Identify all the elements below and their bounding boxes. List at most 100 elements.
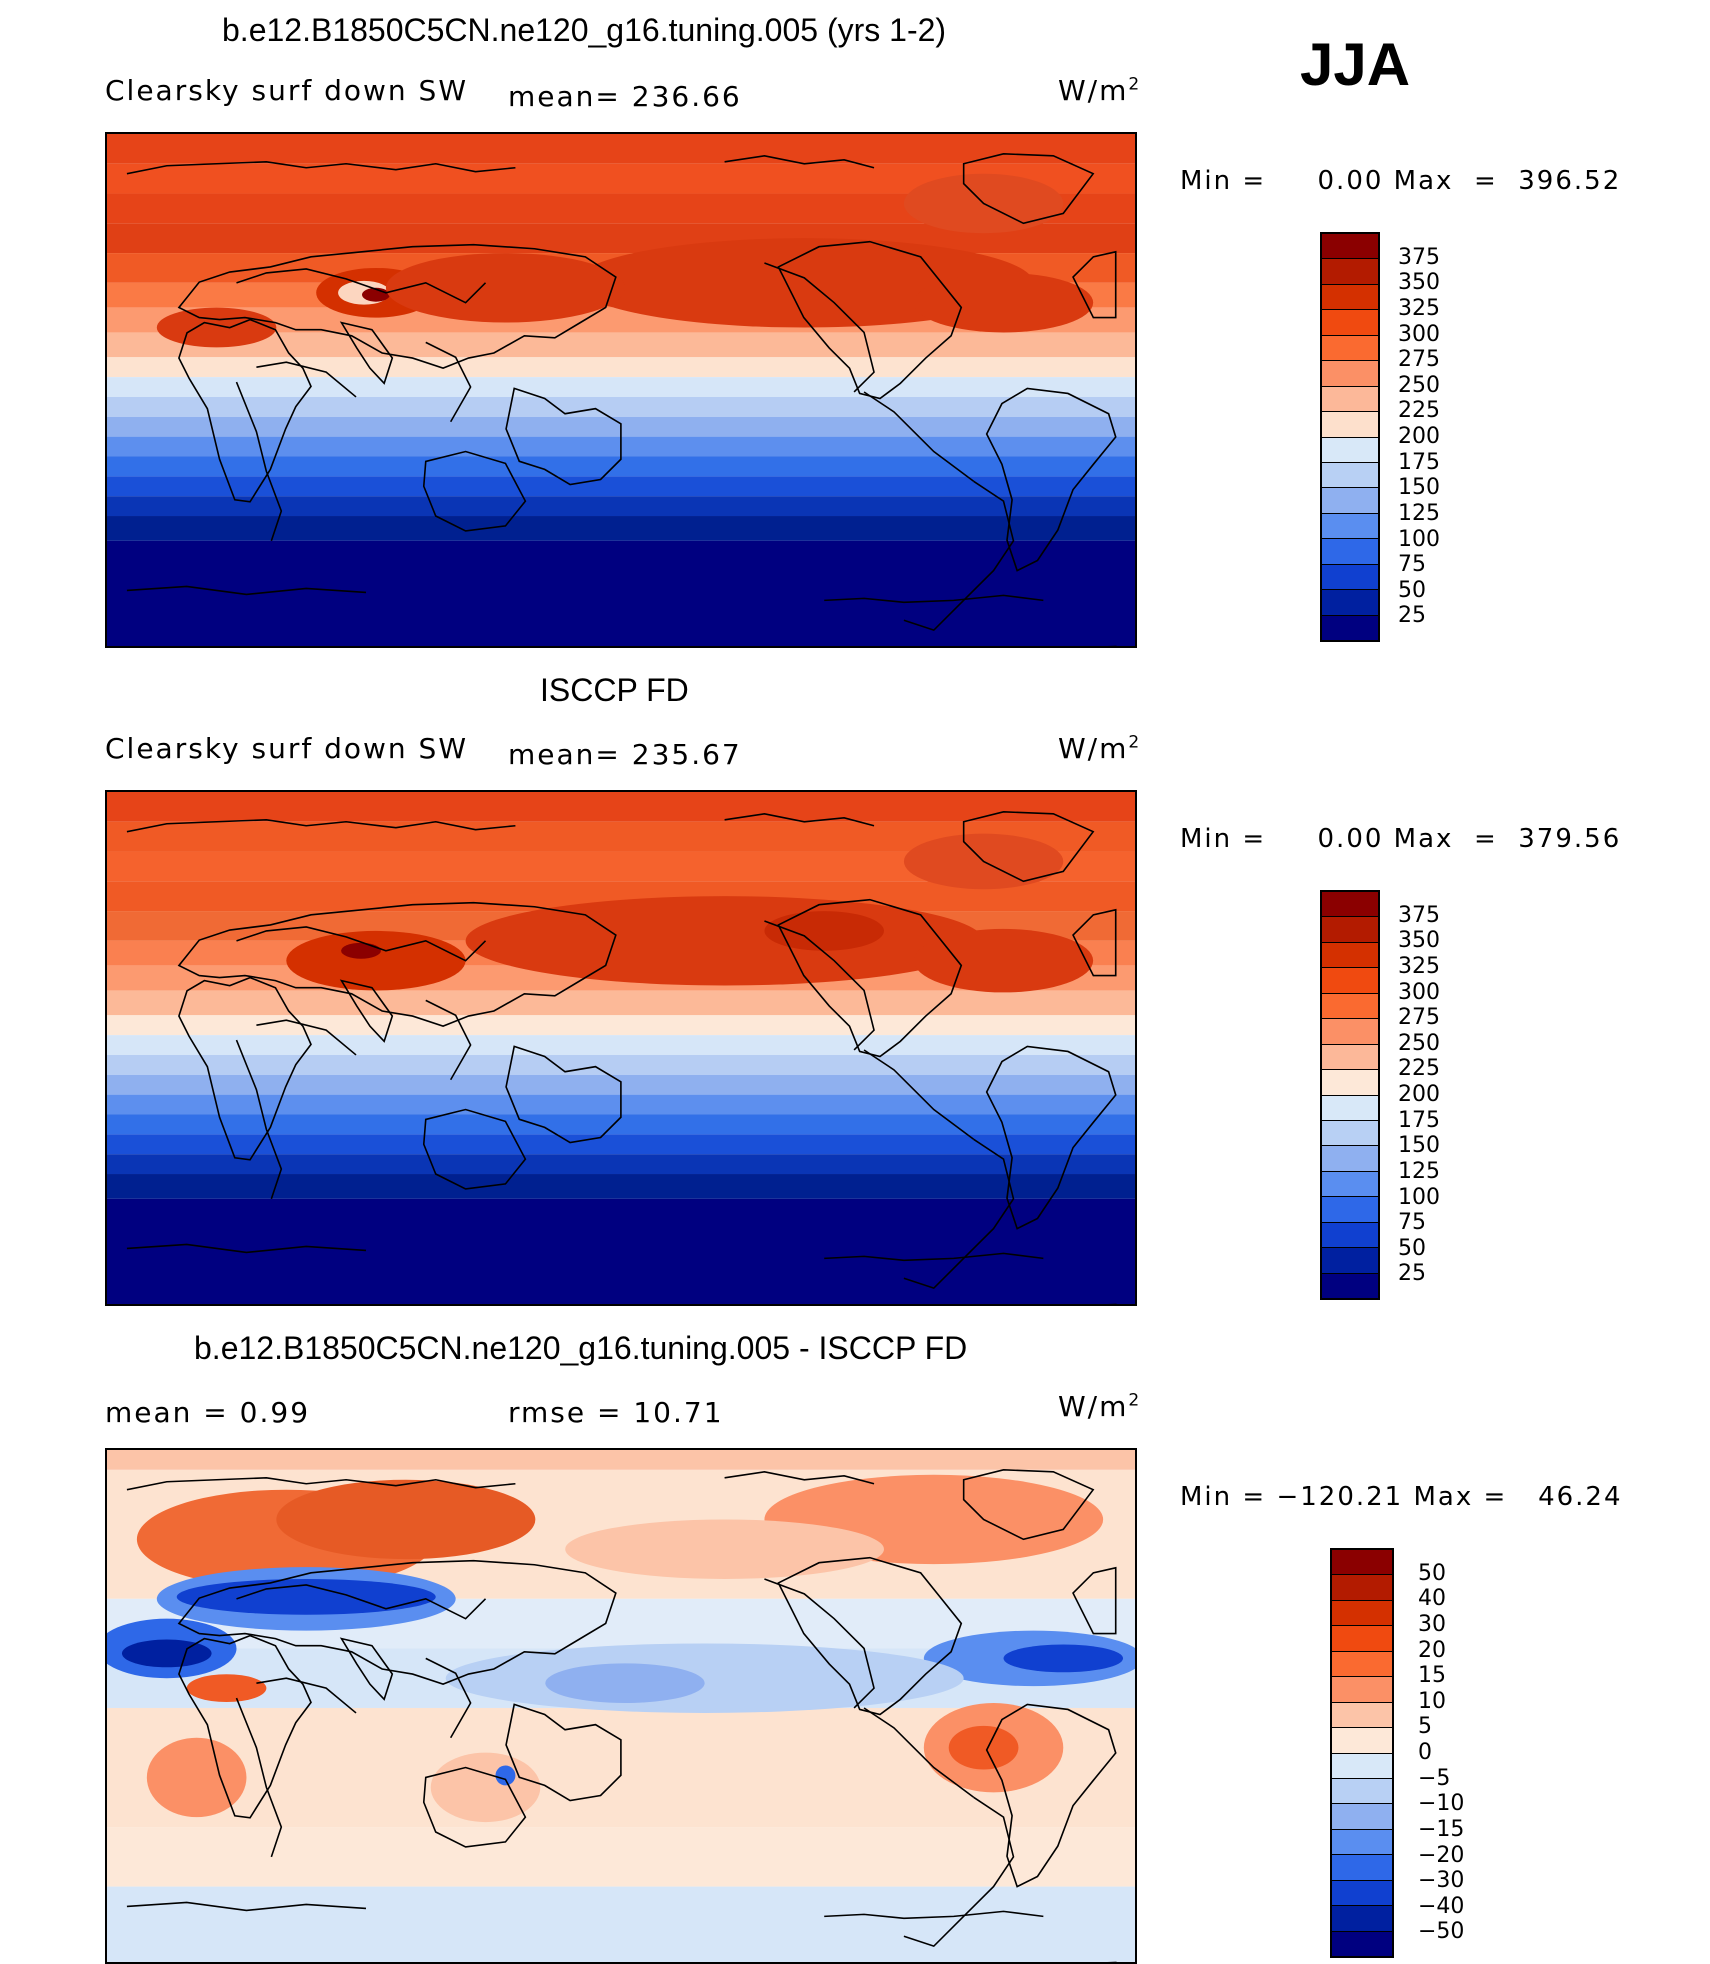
- colorbar-swatch: [1332, 1728, 1392, 1754]
- colorbar-swatch: [1332, 1550, 1392, 1576]
- colorbar-swatch: [1322, 361, 1378, 387]
- colorbar-tick-label: 225: [1398, 1056, 1440, 1082]
- coastline: [126, 818, 516, 833]
- field-region: [948, 1725, 1019, 1770]
- coastline-details: [126, 153, 1095, 632]
- coastlines: [177, 240, 1117, 646]
- field-band: [107, 496, 1135, 517]
- coastlines: [177, 898, 1117, 1304]
- colorbar-tick-label: 300: [1398, 979, 1440, 1005]
- coastline: [126, 160, 516, 175]
- panel-1-colorbar-labels: 375 350 325 300 275 250 225 200 175 150 125 100 75 50…: [1398, 232, 1478, 642]
- continent-outline: [1072, 1566, 1117, 1635]
- colorbar-tick-label: 50: [1398, 577, 1426, 603]
- field-region: [121, 1639, 212, 1668]
- field-band: [107, 990, 1135, 1016]
- colorbar-swatch: [1322, 1273, 1378, 1298]
- colorbar-swatch: [1322, 1197, 1378, 1223]
- field-region: [286, 930, 466, 991]
- panel-2-mean-label: mean= 235.67: [508, 738, 742, 771]
- colorbar-swatch: [1322, 310, 1378, 336]
- coastline: [724, 155, 875, 169]
- colorbar-swatch: [1322, 1248, 1378, 1274]
- coastline-details: [126, 811, 1095, 1290]
- panel-2-units: W/m2: [1058, 732, 1140, 765]
- colorbar-swatch: [1322, 539, 1378, 565]
- coastline: [764, 920, 875, 1051]
- coastline: [425, 1657, 472, 1739]
- coastline: [863, 391, 975, 482]
- panel-3-map: [105, 1448, 1137, 1964]
- panel-1-mean-label: mean= 236.66: [508, 80, 742, 113]
- colorbar-tick-label: 25: [1398, 1261, 1426, 1287]
- panel-3-units: W/m2: [1058, 1390, 1140, 1423]
- continent-outline: [505, 1045, 622, 1144]
- colorbar-tick-label: 75: [1398, 552, 1426, 578]
- continent-outline: [985, 1703, 1117, 1888]
- panel-1-minmax: Min = 0.00 Max = 396.52: [1180, 166, 1622, 196]
- colorbar-tick-label: −20: [1418, 1842, 1465, 1868]
- colorbar-tick-label: 10: [1418, 1688, 1446, 1714]
- panel-2-variable-label: Clearsky surf down SW: [105, 732, 469, 765]
- colorbar-swatch: [1332, 1575, 1392, 1601]
- colorbar-swatch: [1322, 1171, 1378, 1198]
- colorbar-tick-label: −50: [1418, 1919, 1465, 1945]
- colorbar-swatch: [1332, 1677, 1392, 1703]
- colorbar-swatch: [1322, 968, 1378, 994]
- panel-2-map: [105, 790, 1137, 1306]
- colorbar-tick-label: 350: [1398, 928, 1440, 954]
- colorbar-swatch: [1322, 437, 1378, 463]
- continent-outline: [177, 1559, 617, 1686]
- colorbar-tick-label: 200: [1398, 424, 1440, 449]
- field-band: [107, 792, 1135, 822]
- colorbar-tick-label: 30: [1418, 1611, 1446, 1637]
- colorbar-tick-label: 40: [1418, 1586, 1446, 1612]
- coastline: [724, 1471, 875, 1485]
- coastline: [126, 585, 367, 596]
- field-region: [465, 896, 984, 986]
- coastline: [724, 813, 875, 827]
- field-region: [565, 1519, 884, 1579]
- colorbar-tick-label: 50: [1418, 1560, 1446, 1586]
- field-region: [186, 1674, 267, 1703]
- panel-1-map-svg: [107, 134, 1135, 646]
- coastline: [126, 1476, 516, 1491]
- colorbar-swatch: [1322, 259, 1378, 285]
- field-region: [545, 1663, 705, 1704]
- field-region: [176, 1578, 436, 1615]
- field-band: [107, 456, 1135, 477]
- colorbar-tick-label: 275: [1398, 1005, 1440, 1031]
- field-region: [430, 1752, 541, 1823]
- field-band: [107, 1198, 1135, 1304]
- coastline: [126, 1243, 367, 1254]
- colorbar-swatch: [1322, 917, 1378, 943]
- panel-2-minmax: Min = 0.00 Max = 379.56: [1180, 824, 1622, 854]
- panel-2-colorbar: [1320, 890, 1380, 1300]
- panel-1-title: b.e12.B1850C5CN.ne120_g16.tuning.005 (yr…: [222, 12, 947, 48]
- panel-3-title: b.e12.B1850C5CN.ne120_g16.tuning.005 - I…: [194, 1330, 968, 1366]
- field-band: [107, 1054, 1135, 1075]
- coastline: [422, 1766, 527, 1848]
- field-region: [385, 253, 625, 323]
- panel-3-map-svg: [107, 1450, 1135, 1962]
- field-region: [913, 272, 1094, 333]
- field-band: [107, 1886, 1135, 1962]
- coastline: [256, 361, 357, 398]
- coastline: [863, 1049, 975, 1140]
- panel-1-variable-label: Clearsky surf down SW: [105, 74, 469, 107]
- coastline: [903, 1796, 1015, 1948]
- colorbar-swatch: [1322, 615, 1378, 640]
- panel-3-rmse-label: rmse = 10.71: [508, 1396, 724, 1429]
- coastline: [235, 381, 283, 542]
- coastline: [422, 450, 527, 532]
- colorbar-tick-label: 25: [1398, 603, 1426, 629]
- colorbar-tick-label: 50: [1398, 1235, 1426, 1261]
- field-region: [913, 928, 1094, 993]
- panel-2-title: ISCCP FD: [540, 672, 689, 708]
- colorbar-swatch: [1322, 1095, 1378, 1121]
- coastline: [425, 341, 472, 423]
- coastline: [236, 1584, 487, 1620]
- colorbar-tick-label: 375: [1398, 244, 1440, 270]
- colorbar-tick-label: 0: [1418, 1740, 1432, 1765]
- colorbar-tick-label: −15: [1418, 1816, 1465, 1842]
